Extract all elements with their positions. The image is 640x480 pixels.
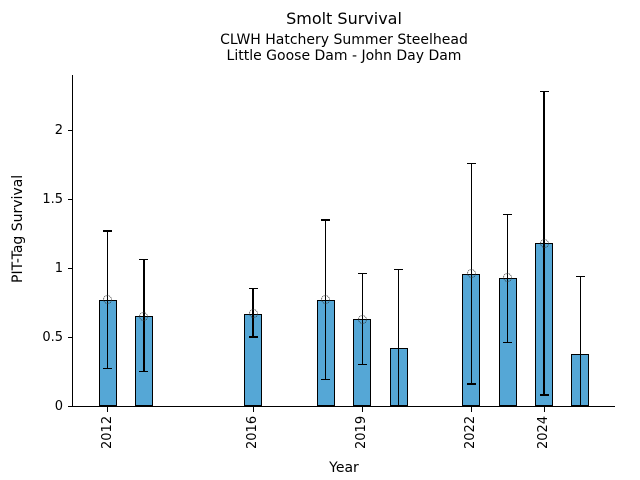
point-marker-2022 — [466, 269, 476, 279]
y-tick-label: 0.5 — [42, 329, 63, 345]
error-cap-low — [321, 379, 331, 381]
error-cap-high — [575, 275, 585, 278]
chart-subtitle-line1: CLWH Hatchery Summer Steelhead — [220, 31, 468, 48]
x-tick — [107, 407, 109, 412]
error-cap-high — [321, 219, 331, 221]
point-marker-2024 — [539, 238, 549, 248]
error-cap-high — [248, 288, 258, 290]
plot-area: 0 0.5 1 1.5 2 2012 2016 2019 2022 2024 — [42, 75, 615, 449]
x-tick — [470, 407, 472, 412]
point-marker-2013 — [139, 311, 149, 321]
x-tick — [361, 407, 363, 412]
x-tick-label: 2022 — [463, 415, 479, 449]
point-marker-2019 — [357, 314, 367, 324]
x-tick-label: 2016 — [245, 415, 261, 449]
error-cap-low — [139, 370, 149, 373]
chart-header: Smolt Survival CLWH Hatchery Summer Stee… — [73, 9, 615, 65]
y-tick — [68, 267, 73, 269]
y-tick-label: 2 — [54, 122, 63, 138]
error-cap-high — [103, 230, 113, 232]
x-axis-label: Year — [329, 460, 359, 476]
point-marker-2018 — [321, 295, 331, 305]
point-marker-2012 — [103, 295, 113, 305]
y-tick-label: 1.5 — [42, 191, 63, 207]
error-cap-low — [357, 363, 367, 366]
error-cap-low — [248, 336, 258, 338]
y-tick-label: 0 — [54, 398, 63, 414]
y-tick — [68, 129, 73, 131]
error-cap-low — [503, 341, 513, 344]
error-cap-low — [539, 394, 549, 396]
chart-subtitle-line2: Little Goose Dam - John Day Dam — [226, 48, 462, 65]
x-axis-spine — [72, 406, 615, 407]
chart-title: Smolt Survival — [286, 9, 402, 28]
point-marker-2016 — [248, 309, 258, 319]
x-tick-label: 2019 — [354, 415, 370, 449]
y-tick — [68, 405, 73, 407]
error-cap-high — [357, 272, 367, 275]
error-bar-2025 — [579, 276, 582, 406]
error-cap-high — [139, 259, 149, 261]
y-tick — [68, 198, 73, 200]
error-cap-low — [103, 368, 113, 370]
error-cap-high — [394, 268, 404, 271]
error-cap-high — [503, 213, 513, 215]
y-tick-label: 1 — [54, 260, 63, 276]
error-cap-low — [466, 383, 476, 385]
x-tick-label: 2012 — [99, 415, 115, 449]
y-tick — [68, 336, 73, 338]
x-tick-label: 2024 — [536, 415, 552, 449]
error-cap-high — [539, 90, 549, 93]
x-tick — [543, 407, 545, 412]
x-tick — [252, 407, 254, 412]
point-marker-2023 — [503, 273, 513, 283]
error-bar-2020 — [397, 269, 400, 406]
y-axis-spine — [72, 75, 73, 407]
error-cap-high — [466, 162, 476, 164]
